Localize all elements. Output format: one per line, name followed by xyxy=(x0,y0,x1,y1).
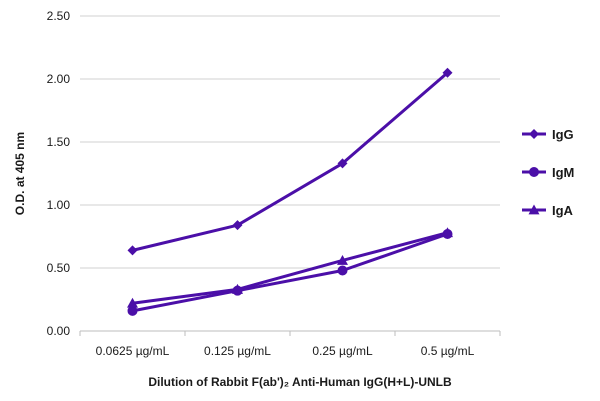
series-line-igm xyxy=(132,232,448,313)
x-tick-label: 0.5 µg/mL xyxy=(421,344,475,358)
data-point-iga xyxy=(442,227,453,238)
data-point-igm xyxy=(337,265,348,276)
data-point-igm xyxy=(127,305,138,316)
y-tick-label: 2.00 xyxy=(47,72,71,86)
data-point-igg xyxy=(442,67,453,78)
legend-label-iga: IgA xyxy=(552,203,574,218)
legend-label-igg: IgG xyxy=(552,127,574,142)
series-line-iga xyxy=(132,231,448,305)
data-point-iga xyxy=(127,297,138,308)
y-tick-label: 0.50 xyxy=(47,261,71,275)
legend-marker-igg xyxy=(529,129,539,139)
x-tick-label: 0.0625 µg/mL xyxy=(96,344,170,358)
legend-marker-igm xyxy=(529,167,539,177)
series-line-igg xyxy=(132,71,449,252)
y-tick-label: 2.50 xyxy=(47,9,71,23)
y-axis-ticks: 0.00 0.50 1.00 1.50 2.00 2.50 xyxy=(47,9,71,338)
y-axis-title: O.D. at 405 nm xyxy=(13,132,27,215)
y-tick-label: 0.00 xyxy=(47,324,71,338)
y-tick-label: 1.50 xyxy=(47,135,71,149)
series-group xyxy=(127,67,453,316)
x-tick-label: 0.25 µg/mL xyxy=(312,344,373,358)
data-point-igg xyxy=(127,245,138,256)
legend: IgG IgM IgA xyxy=(522,127,574,218)
x-axis-ticks: 0.0625 µg/mL 0.125 µg/mL 0.25 µg/mL 0.5 µg/… xyxy=(79,331,501,358)
x-axis-title: Dilution of Rabbit F(ab')₂ Anti-Human Ig… xyxy=(148,375,452,389)
legend-label-igm: IgM xyxy=(552,165,574,180)
data-point-iga xyxy=(232,283,243,294)
legend-marker-iga xyxy=(528,204,540,215)
y-tick-label: 1.00 xyxy=(47,198,71,212)
data-point-iga xyxy=(337,254,348,265)
gridlines xyxy=(80,15,500,269)
data-point-igg xyxy=(232,220,243,231)
data-point-igg xyxy=(337,158,348,169)
x-tick-label: 0.125 µg/mL xyxy=(204,344,271,358)
